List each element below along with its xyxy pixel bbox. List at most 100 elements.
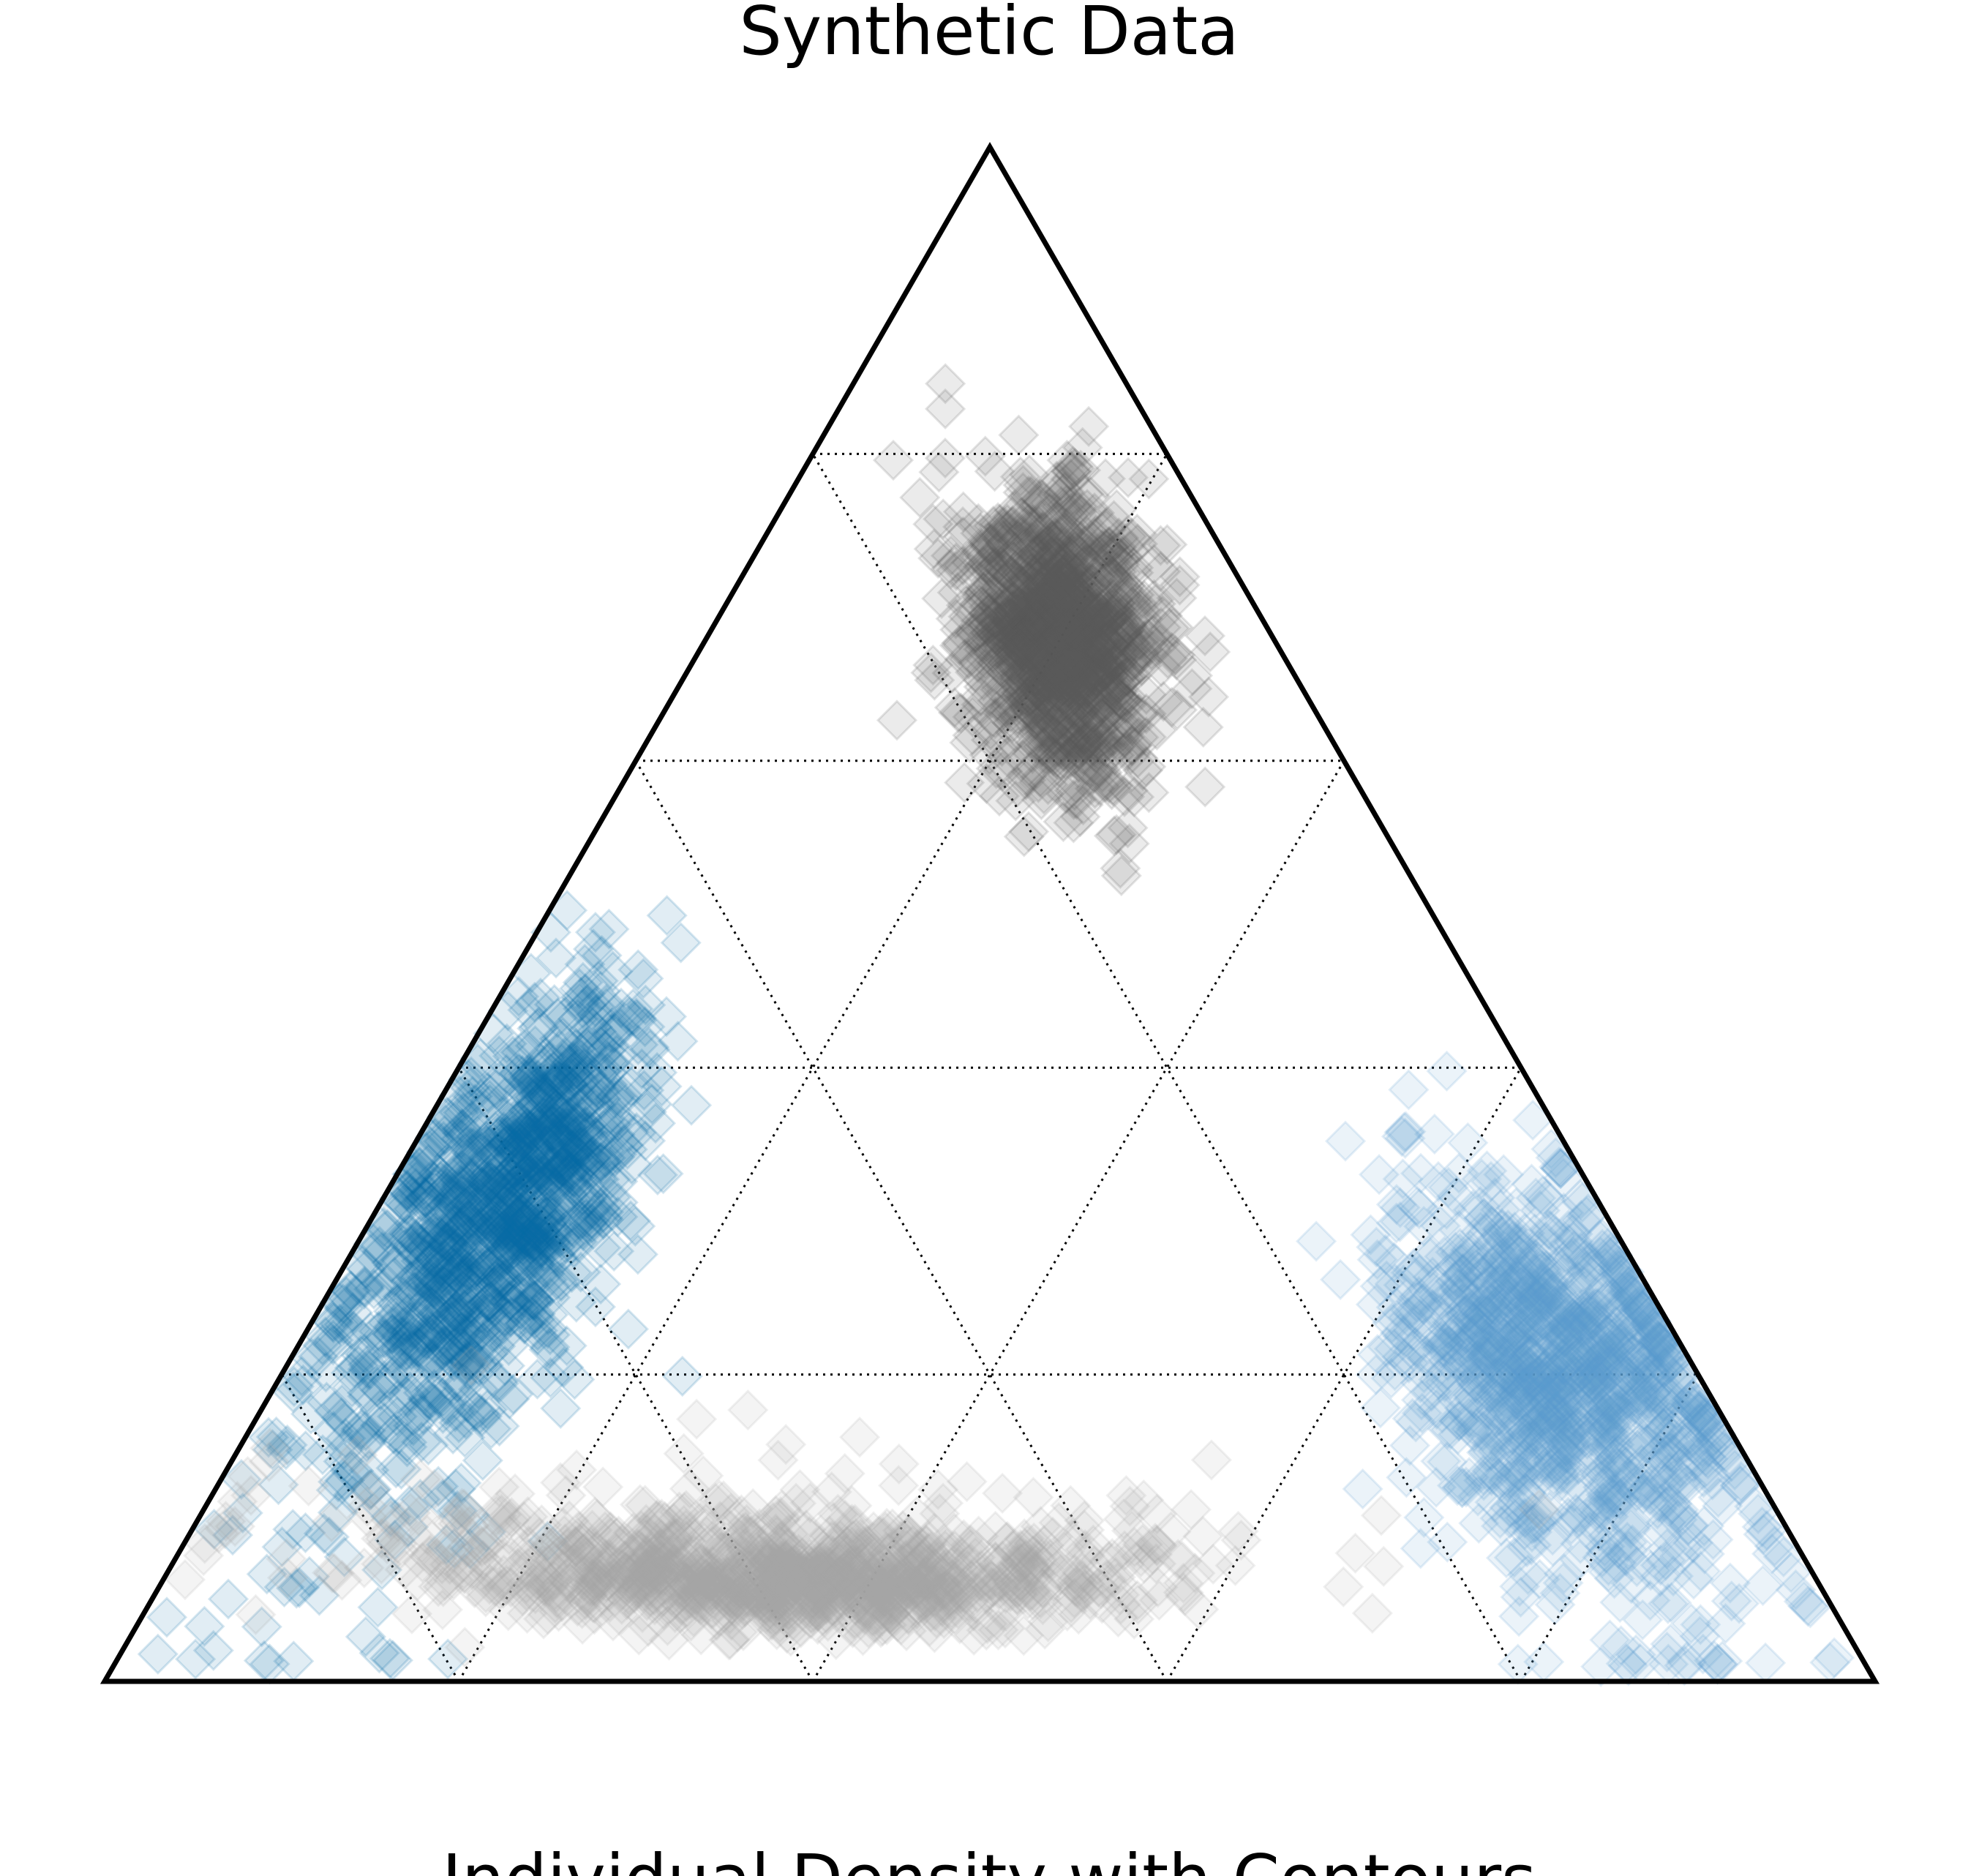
scatter-point	[982, 1472, 1024, 1514]
scatter-point	[1040, 558, 1081, 601]
scatter-point	[962, 546, 1004, 588]
scatter-point	[1046, 439, 1088, 481]
scatter-point	[1043, 730, 1084, 772]
scatter-point	[912, 503, 954, 545]
scatter-point	[1140, 607, 1182, 648]
scatter-point	[999, 456, 1041, 498]
scatter-point	[1045, 773, 1087, 815]
scatter-point	[1010, 690, 1053, 732]
scatter-point	[1092, 694, 1134, 736]
scatter-point	[1032, 595, 1073, 637]
grid-line-right-parallel	[811, 453, 1522, 1682]
scatter-point	[1103, 776, 1146, 817]
scatter-point	[1077, 626, 1119, 667]
scatter-point	[1073, 731, 1116, 773]
scatter-point	[1038, 549, 1080, 591]
scatter-point	[1027, 652, 1069, 694]
scatter-point	[1007, 612, 1049, 654]
scatter-point	[963, 666, 1004, 708]
scatter-point	[1092, 593, 1134, 635]
scatter-point	[974, 599, 1015, 641]
scatter-point	[1029, 598, 1071, 639]
scatter-point	[1139, 623, 1181, 665]
scatter-point	[1064, 620, 1105, 662]
scatter-point	[1034, 715, 1075, 757]
scatter-point	[1041, 634, 1083, 675]
scatter-point	[1110, 734, 1152, 776]
scatter-point	[1084, 650, 1125, 692]
scatter-point	[1048, 609, 1089, 651]
scatter-point	[137, 1633, 179, 1675]
scatter-point	[1021, 642, 1062, 684]
scatter-point	[994, 489, 1035, 531]
scatter-point	[1069, 590, 1111, 632]
scatter-point	[1056, 605, 1097, 647]
scatter-point	[1105, 565, 1146, 607]
scatter-point	[1020, 498, 1062, 540]
scatter-point	[1078, 746, 1120, 788]
scatter-point	[1015, 522, 1057, 564]
scatter-point	[1063, 607, 1105, 648]
scatter-point	[1022, 598, 1064, 639]
scatter-point	[1023, 593, 1065, 635]
scatter-point	[1045, 508, 1087, 549]
scatter-point	[661, 1355, 703, 1397]
scatter-point	[1073, 590, 1114, 632]
scatter-point	[1015, 513, 1057, 555]
scatter-point	[1013, 672, 1054, 714]
scatter-point	[1094, 588, 1135, 630]
scatter-point	[1086, 601, 1127, 643]
scatter-point	[1043, 601, 1085, 643]
scatter-point	[1055, 762, 1097, 805]
scatter-point	[1048, 550, 1089, 592]
scatter-point	[1017, 648, 1059, 690]
scatter-point	[1058, 702, 1100, 744]
scatter-point	[1096, 551, 1138, 593]
scatter-point	[1044, 590, 1086, 633]
scatter-point	[1031, 519, 1073, 561]
scatter-point	[1000, 672, 1042, 713]
scatter-point	[1031, 665, 1073, 708]
scatter-point	[1034, 585, 1076, 626]
scatter-point	[1002, 625, 1043, 667]
scatter-point	[1025, 574, 1067, 615]
scatter-point	[1024, 713, 1065, 754]
scatter-point	[960, 675, 1002, 717]
scatter-point	[995, 530, 1037, 572]
scatter-point	[1011, 732, 1054, 775]
scatter-point	[1054, 565, 1096, 607]
scatter-point	[1027, 764, 1069, 806]
scatter-point	[1035, 702, 1078, 744]
scatter-point	[1184, 766, 1226, 808]
scatter-point	[1016, 643, 1058, 685]
scatter-point	[1067, 718, 1110, 760]
scatter-point	[1015, 660, 1057, 702]
scatter-point	[1059, 615, 1101, 657]
scatter-point	[998, 414, 1040, 456]
scatter-point	[1013, 1477, 1054, 1518]
scatter-point	[968, 544, 1010, 585]
scatter-point	[975, 613, 1016, 655]
scatter-point	[1026, 595, 1067, 637]
scatter-point	[1002, 637, 1044, 678]
scatter-point	[999, 575, 1040, 617]
scatter-point	[1005, 525, 1047, 567]
scatter-point	[987, 541, 1029, 583]
scatter-point	[1008, 686, 1050, 728]
scatter-point	[1126, 617, 1168, 659]
scatter-point	[1067, 405, 1110, 448]
scatter-point	[1006, 596, 1048, 638]
scatter-point	[1021, 479, 1062, 520]
scatter-point	[1100, 679, 1142, 721]
scatter-point	[1159, 556, 1201, 598]
scatter-point	[1005, 579, 1047, 621]
scatter-point	[1083, 642, 1124, 683]
scatter-point	[1063, 546, 1105, 588]
scatter-point	[1024, 693, 1065, 735]
scatter-point	[1048, 602, 1091, 645]
scatter-point	[1047, 672, 1089, 713]
scatter-point	[1094, 735, 1135, 776]
scatter-point	[1021, 587, 1064, 629]
scatter-point	[1116, 621, 1157, 663]
scatter-point	[1088, 655, 1130, 697]
